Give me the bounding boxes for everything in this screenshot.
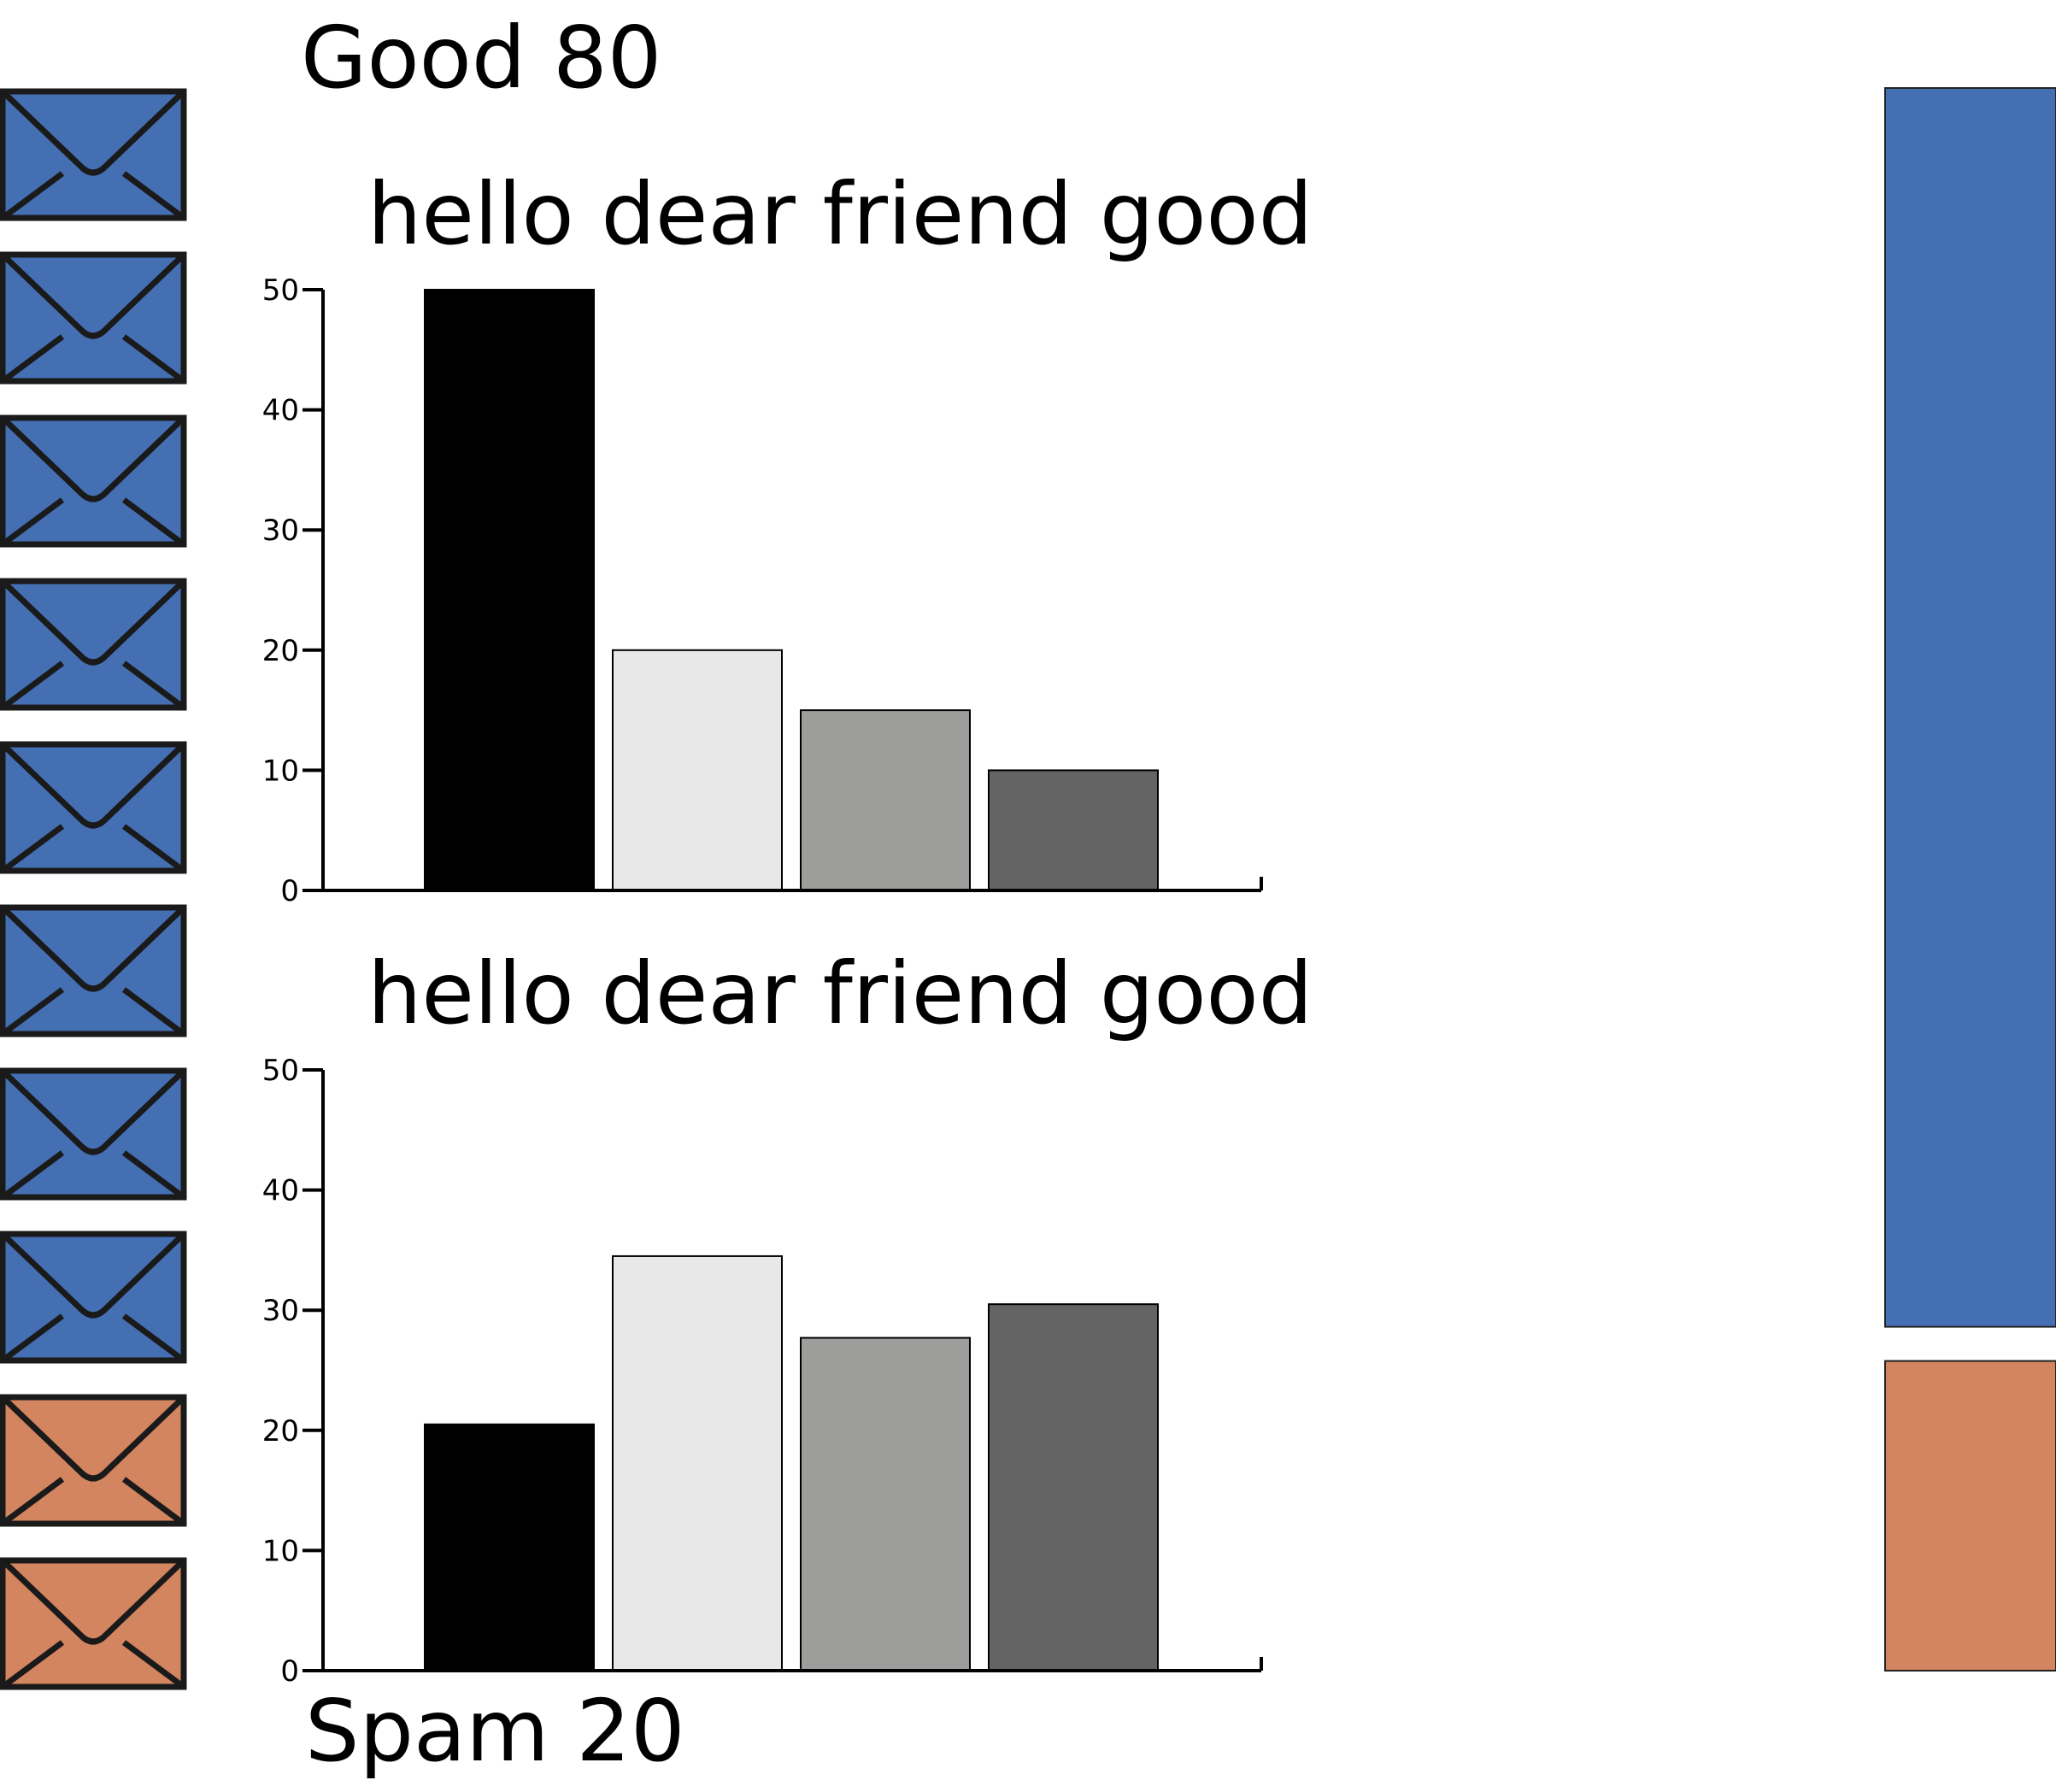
bar-hello xyxy=(424,289,595,891)
envelope-fold-right xyxy=(121,987,186,1037)
envelope-icon xyxy=(0,1394,187,1527)
envelope-icon xyxy=(0,251,187,385)
envelope-fold-right xyxy=(121,824,186,873)
envelope-flap xyxy=(0,252,186,339)
y-tick-label: 20 xyxy=(262,634,299,668)
envelope-fold-right xyxy=(121,1150,186,1200)
envelope-flap xyxy=(0,742,186,829)
envelope-fold-right xyxy=(121,497,186,547)
envelope-icon xyxy=(0,88,187,221)
envelope-flap xyxy=(0,89,186,176)
envelope-icon xyxy=(0,414,187,548)
bar-friend xyxy=(800,1337,971,1672)
envelope-fold-left xyxy=(0,824,65,873)
chart-title-bottom: hello dear friend good xyxy=(367,943,1313,1043)
chart-title-top: hello dear friend good xyxy=(367,164,1313,264)
y-tick-label: 0 xyxy=(280,874,299,908)
y-tick-label: 50 xyxy=(262,273,299,308)
y-tick-label: 30 xyxy=(262,514,299,548)
bar-good xyxy=(988,769,1159,892)
envelope-flap xyxy=(0,1395,186,1482)
proportion-bar xyxy=(1884,87,2056,1672)
envelope-fold-left xyxy=(0,1477,65,1526)
envelope-fold-right xyxy=(121,661,186,710)
envelope-fold-right xyxy=(121,1313,186,1363)
good-count-label: Good 80 xyxy=(301,8,661,108)
envelope-flap xyxy=(0,905,186,992)
envelope-fold-right xyxy=(121,334,186,384)
envelope-icon xyxy=(0,578,187,711)
envelope-icon xyxy=(0,1067,187,1201)
bar-dear xyxy=(612,649,783,891)
envelope-fold-left xyxy=(0,1150,65,1200)
y-tick-label: 10 xyxy=(262,754,299,788)
proportion-good-segment xyxy=(1884,87,2056,1328)
envelope-fold-left xyxy=(0,171,65,220)
envelope-flap xyxy=(0,1558,186,1645)
envelope-fold-right xyxy=(121,1640,186,1689)
bar-chart-bottom: hello dear friend good 0 10 20 30 40 50 xyxy=(262,943,1313,1689)
envelope-icon xyxy=(0,1231,187,1364)
y-tick-label: 40 xyxy=(262,394,299,428)
bar-dear xyxy=(612,1254,783,1672)
envelope-icon xyxy=(0,1557,187,1690)
envelope-flap xyxy=(0,579,186,666)
envelope-fold-left xyxy=(0,1640,65,1689)
y-tick-label: 0 xyxy=(280,1654,299,1689)
envelope-fold-left xyxy=(0,987,65,1037)
spam-count-label: Spam 20 xyxy=(305,1681,685,1781)
envelope-icon xyxy=(0,741,187,874)
envelope-column xyxy=(0,88,187,1690)
y-tick-label: 50 xyxy=(262,1054,299,1088)
y-tick-label: 10 xyxy=(262,1534,299,1568)
envelope-fold-left xyxy=(0,661,65,710)
bar-friend xyxy=(800,709,971,891)
bar-good xyxy=(988,1303,1159,1672)
envelope-fold-right xyxy=(121,171,186,220)
envelope-fold-right xyxy=(121,1477,186,1526)
y-tick-label: 30 xyxy=(262,1294,299,1328)
bar-hello xyxy=(424,1423,595,1672)
y-tick-label: 40 xyxy=(262,1174,299,1208)
envelope-fold-left xyxy=(0,1313,65,1363)
proportion-spam-segment xyxy=(1884,1360,2056,1672)
bar-chart-top: hello dear friend good 0 10 20 30 40 50 xyxy=(262,164,1313,908)
y-tick-label: 20 xyxy=(262,1414,299,1448)
envelope-flap xyxy=(0,415,186,502)
envelope-icon xyxy=(0,904,187,1037)
envelope-fold-left xyxy=(0,334,65,384)
envelope-flap xyxy=(0,1068,186,1155)
envelope-fold-left xyxy=(0,497,65,547)
envelope-flap xyxy=(0,1231,186,1319)
